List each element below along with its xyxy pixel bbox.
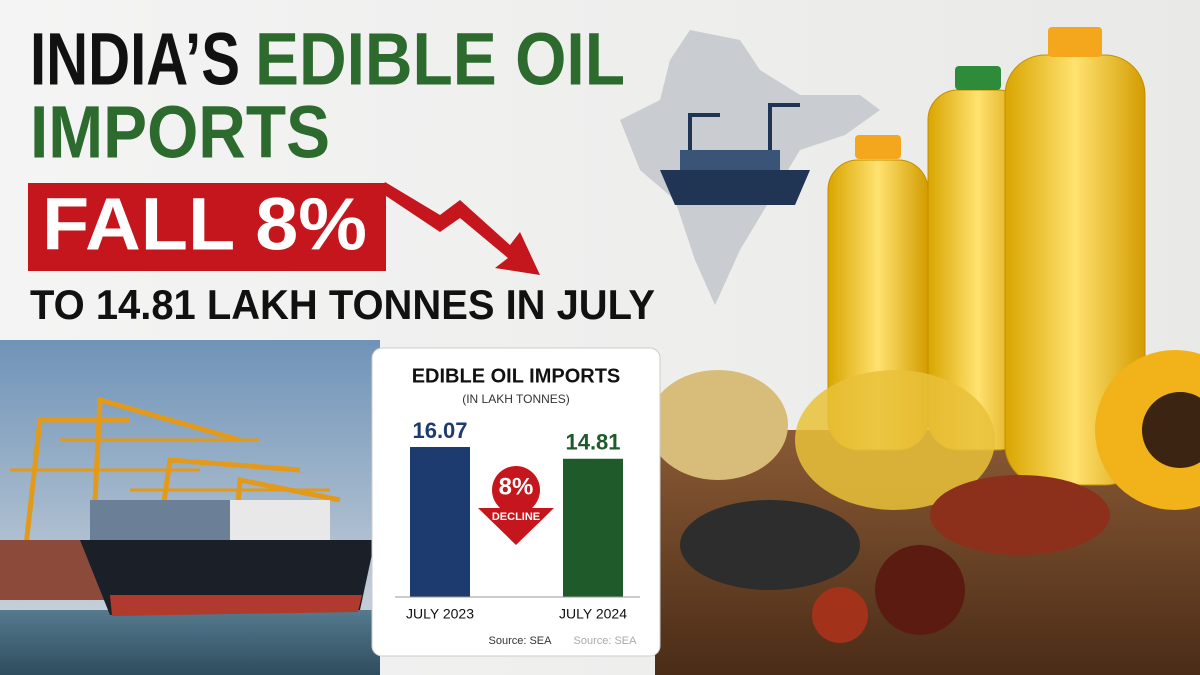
oil-image [648,27,1200,675]
banner-text: FALL 8% [42,183,367,266]
x-tick-label: JULY 2023 [406,606,474,622]
chart-title: EDIBLE OIL IMPORTS [412,365,621,387]
chart-source: Source: SEA [489,635,553,647]
annotation-label: DECLINE [492,511,540,523]
chart-subtitle: (IN LAKH TONNES) [462,392,570,406]
headline-word: INDIA’S [30,18,240,101]
chart-panel: EDIBLE OIL IMPORTS (IN LAKH TONNES) 8% D… [371,347,661,657]
headline-word: EDIBLE OIL [255,18,625,101]
annotation-value: 8% [499,473,534,500]
decline-arrow [478,508,554,545]
port-image [0,340,380,675]
bar [563,458,623,597]
chart-source: Source: SEA [574,635,638,647]
value-label: 16.07 [412,418,467,443]
headline-word: IMPORTS [30,91,330,174]
decline-badge [492,466,540,514]
banner-box [28,183,386,271]
x-tick-label: JULY 2024 [559,606,627,622]
india-map [620,30,880,305]
down-arrow [380,182,540,275]
value-label: 14.81 [565,430,620,455]
bar [410,447,470,597]
subline: TO 14.81 LAKH TONNES IN JULY [30,281,655,328]
